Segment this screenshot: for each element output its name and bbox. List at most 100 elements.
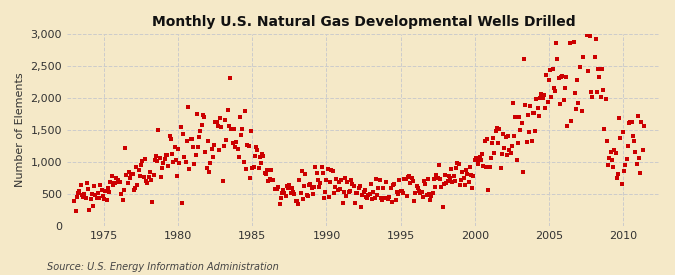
Point	[605, 150, 616, 155]
Point	[189, 162, 200, 166]
Point	[298, 197, 308, 202]
Point	[72, 195, 82, 199]
Point	[184, 167, 195, 172]
Point	[506, 144, 517, 148]
Point	[213, 124, 223, 128]
Point	[512, 141, 523, 145]
Point	[295, 191, 306, 195]
Point	[200, 149, 211, 154]
Point	[294, 178, 304, 183]
Point	[364, 191, 375, 196]
Point	[630, 150, 641, 155]
Point	[439, 173, 450, 177]
Point	[159, 156, 170, 161]
Point	[527, 111, 538, 115]
Point	[457, 170, 468, 175]
Point	[495, 166, 506, 170]
Point	[390, 198, 401, 203]
Point	[341, 193, 352, 198]
Point	[500, 135, 511, 139]
Point	[268, 178, 279, 182]
Point	[362, 196, 373, 200]
Point	[601, 139, 612, 143]
Point	[253, 166, 264, 170]
Point	[448, 174, 459, 178]
Point	[264, 177, 275, 181]
Point	[562, 124, 573, 129]
Point	[153, 128, 164, 133]
Point	[211, 120, 222, 125]
Point	[609, 148, 620, 152]
Point	[259, 171, 270, 175]
Point	[178, 132, 188, 136]
Point	[85, 197, 96, 202]
Point	[549, 89, 560, 93]
Point	[398, 191, 408, 196]
Point	[482, 137, 493, 141]
Point	[138, 175, 149, 179]
Point	[526, 139, 537, 143]
Point	[591, 89, 602, 94]
Point	[174, 160, 185, 165]
Point	[250, 145, 261, 149]
Point	[491, 126, 502, 130]
Point	[157, 166, 167, 170]
Point	[359, 188, 370, 192]
Point	[415, 191, 426, 195]
Point	[573, 101, 584, 105]
Point	[509, 133, 520, 138]
Point	[234, 155, 244, 160]
Point	[133, 168, 144, 172]
Point	[485, 156, 496, 160]
Point	[301, 193, 312, 197]
Point	[201, 166, 212, 171]
Point	[125, 175, 136, 180]
Point	[624, 120, 634, 125]
Point	[262, 167, 273, 172]
Point	[564, 41, 575, 46]
Point	[151, 154, 161, 158]
Point	[196, 123, 207, 128]
Point	[329, 191, 340, 195]
Point	[363, 193, 374, 198]
Point	[406, 176, 417, 180]
Point	[140, 179, 151, 183]
Point	[148, 173, 159, 177]
Point	[354, 184, 365, 188]
Point	[103, 185, 113, 190]
Point	[132, 183, 143, 187]
Point	[377, 198, 387, 202]
Point	[306, 186, 317, 190]
Point	[79, 192, 90, 196]
Point	[342, 180, 353, 184]
Point	[236, 132, 246, 137]
Point	[222, 108, 233, 112]
Point	[92, 190, 103, 195]
Point	[357, 192, 368, 197]
Point	[554, 76, 564, 80]
Point	[402, 175, 413, 180]
Point	[192, 145, 203, 149]
Point	[412, 186, 423, 190]
Point	[293, 202, 304, 206]
Point	[105, 180, 115, 185]
Point	[78, 194, 88, 199]
Point	[280, 194, 291, 199]
Point	[183, 104, 194, 109]
Point	[241, 167, 252, 172]
Point	[387, 200, 398, 205]
Point	[384, 195, 395, 199]
Point	[582, 33, 593, 37]
Point	[514, 115, 524, 120]
Point	[254, 155, 265, 159]
Point	[352, 191, 362, 196]
Point	[578, 55, 589, 59]
Point	[612, 176, 622, 181]
Point	[435, 177, 446, 182]
Point	[497, 132, 508, 136]
Point	[126, 172, 136, 176]
Point	[389, 182, 400, 186]
Point	[387, 183, 398, 187]
Point	[494, 127, 505, 131]
Point	[433, 163, 444, 167]
